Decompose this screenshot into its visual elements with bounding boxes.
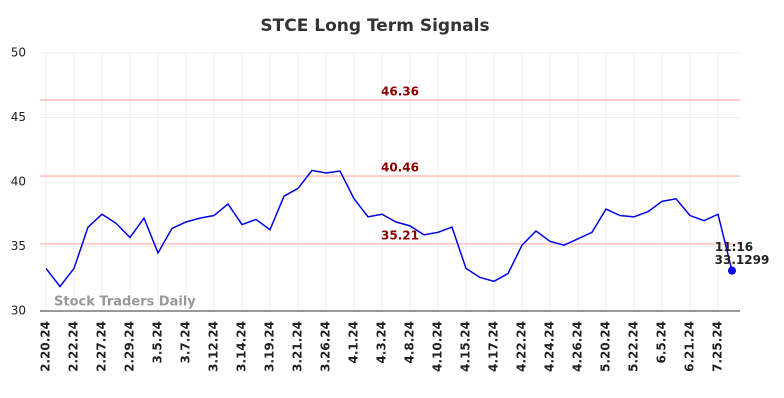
watermark: Stock Traders Daily xyxy=(54,295,196,310)
signal-label: 46.36 xyxy=(381,84,419,98)
x-tick-label: 6.21.24 xyxy=(683,321,697,372)
x-tick-label: 4.3.24 xyxy=(375,321,389,364)
x-tick-label: 5.20.24 xyxy=(599,321,613,372)
x-tick-label: 3.14.24 xyxy=(235,321,249,372)
last-value: 33.1299 xyxy=(715,253,770,267)
x-tick-label: 4.17.24 xyxy=(487,321,501,372)
x-tick-label: 3.7.24 xyxy=(179,321,193,364)
x-tick-label: 3.12.24 xyxy=(207,321,221,372)
y-tick-label: 50 xyxy=(11,46,26,60)
x-tick-label: 4.15.24 xyxy=(459,321,473,372)
x-tick-label: 4.24.24 xyxy=(543,321,557,372)
x-tick-label: 3.21.24 xyxy=(291,321,305,372)
last-time: 11:16 xyxy=(715,240,753,254)
y-tick-label: 40 xyxy=(11,175,26,189)
x-tick-label: 4.8.24 xyxy=(403,321,417,364)
x-tick-label: 4.22.24 xyxy=(515,321,529,372)
x-tick-label: 5.22.24 xyxy=(627,321,641,372)
price-line xyxy=(45,169,733,288)
x-tick-label: 6.5.24 xyxy=(655,321,669,364)
y-tick-label: 30 xyxy=(11,304,26,318)
x-tick-label: 7.25.24 xyxy=(711,321,725,372)
x-tick-label: 2.27.24 xyxy=(95,321,109,372)
x-tick-label: 2.29.24 xyxy=(123,321,137,372)
x-tick-label: 4.10.24 xyxy=(431,321,445,372)
x-tick-label: 4.26.24 xyxy=(571,321,585,372)
x-tick-label: 3.19.24 xyxy=(263,321,277,372)
x-tick-label: 3.5.24 xyxy=(151,321,165,364)
y-tick-label: 35 xyxy=(11,239,26,253)
signal-label: 40.46 xyxy=(381,161,419,175)
chart-title: STCE Long Term Signals xyxy=(260,16,489,36)
signal-label: 35.21 xyxy=(381,228,419,242)
x-tick-label: 4.1.24 xyxy=(347,321,361,364)
y-tick-label: 45 xyxy=(11,110,26,124)
x-tick-label: 2.20.24 xyxy=(39,321,53,372)
x-tick-label: 3.26.24 xyxy=(319,321,333,372)
last-point xyxy=(728,266,736,275)
x-tick-label: 2.22.24 xyxy=(67,321,81,372)
